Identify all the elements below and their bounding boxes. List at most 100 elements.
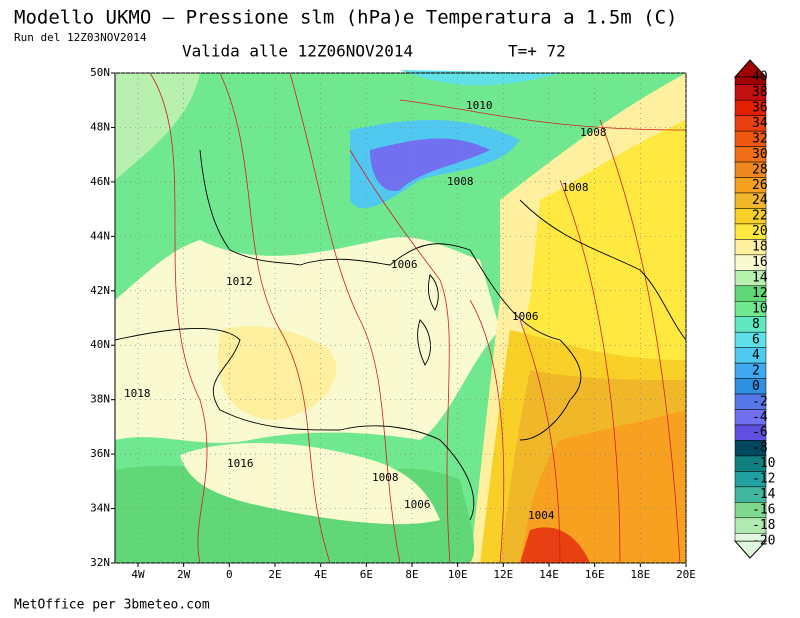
isobar-label: 1008 <box>562 181 589 194</box>
y-tick-label: 50N <box>90 66 110 79</box>
isobar-label: 1006 <box>404 498 431 511</box>
y-tick-label: 32N <box>90 556 110 569</box>
legend-label: 4 <box>752 348 760 363</box>
legend-label: 8 <box>752 317 760 332</box>
field-patch <box>520 527 590 563</box>
legend-label: 40 <box>752 70 768 85</box>
y-tick-label: 34N <box>90 502 110 515</box>
legend-label: 30 <box>752 147 768 162</box>
x-tick-label: 14E <box>539 568 559 581</box>
legend-label: -20 <box>752 534 775 549</box>
valid-label: Valida alle 12Z06NOV2014 <box>182 42 413 61</box>
x-tick-label: 20E <box>676 568 696 581</box>
isobar <box>289 72 401 564</box>
y-tick-label: 46N <box>90 175 110 188</box>
isobar-label: 1012 <box>226 275 253 288</box>
isobar-label: 1018 <box>124 387 151 400</box>
isobar-label: 1006 <box>512 310 539 323</box>
x-tick-label: 10E <box>448 568 468 581</box>
color-legend: 4038363432302826242220181614121086420-2-… <box>733 59 776 559</box>
field-patch <box>115 73 200 180</box>
legend-label: 32 <box>752 131 768 146</box>
isobar <box>559 179 621 564</box>
legend-label: 16 <box>752 255 768 270</box>
legend-label: 14 <box>752 271 768 286</box>
legend-label: -14 <box>752 487 776 502</box>
isobars <box>149 72 687 564</box>
x-tick-label: 8E <box>405 568 418 581</box>
legend-label: 2 <box>752 363 760 378</box>
map-field <box>115 70 686 563</box>
legend-swatch <box>734 362 767 379</box>
legend-label: 18 <box>752 240 768 255</box>
isobar <box>349 149 451 564</box>
isobar-label: 1016 <box>227 457 254 470</box>
isobar-label: 1008 <box>372 471 399 484</box>
legend-swatch <box>734 316 767 333</box>
step-label: T=+ 72 <box>508 42 566 61</box>
legend-label: -16 <box>752 503 775 518</box>
coastline <box>519 199 687 341</box>
run-label: Run del 12Z03NOV2014 <box>14 31 147 44</box>
legend-label: 26 <box>752 178 768 193</box>
legend-label: 22 <box>752 209 768 224</box>
axis-ticks: 4W 2W 0 2E 4E 6E 8E 10E 12E 14E 16E 18E 20E 50N 48N 46N… <box>90 66 696 581</box>
legend-label: -4 <box>752 410 768 425</box>
legend-label: 12 <box>752 286 768 301</box>
legend-label: 36 <box>752 100 768 115</box>
isobar-label: 1008 <box>447 175 474 188</box>
y-tick-label: 36N <box>90 447 110 460</box>
legend-label: 34 <box>752 116 768 131</box>
isobar-label: 1004 <box>528 509 555 522</box>
isobar <box>519 319 561 564</box>
isobar <box>599 119 681 564</box>
coastline <box>427 274 439 311</box>
isobar <box>149 72 208 564</box>
y-tick-label: 44N <box>90 229 110 242</box>
y-tick-label: 38N <box>90 393 110 406</box>
y-tick-label: 48N <box>90 120 110 133</box>
field-patch <box>180 443 440 525</box>
field-patch <box>520 410 686 563</box>
x-tick-label: 4W <box>131 568 145 581</box>
legend-swatch <box>734 533 767 542</box>
legend-swatch <box>734 378 767 395</box>
legend-label: 28 <box>752 162 768 177</box>
legend-swatch <box>734 331 767 348</box>
isobar <box>469 299 505 564</box>
x-tick-label: 4E <box>314 568 327 581</box>
coastlines <box>114 149 687 521</box>
coastline <box>114 328 475 521</box>
x-tick-label: 2E <box>268 568 281 581</box>
legend-label: 38 <box>752 85 768 100</box>
x-tick-label: 2W <box>177 568 191 581</box>
field-patch <box>370 138 490 191</box>
x-tick-label: 6E <box>360 568 373 581</box>
legend-label: 10 <box>752 302 768 317</box>
x-tick-label: 0 <box>226 568 233 581</box>
coastline <box>199 149 582 441</box>
y-tick-label: 40N <box>90 338 110 351</box>
title: Modello UKMO — Pressione slm (hPa)e Temp… <box>14 7 677 29</box>
legend-label: -6 <box>752 425 768 440</box>
coastline <box>417 319 431 366</box>
field-patch <box>400 70 560 86</box>
isobar-labels: 1010 1008 1008 1008 1006 1012 1006 1018 … <box>124 99 607 522</box>
isobar <box>219 72 331 564</box>
y-tick-label: 42N <box>90 284 110 297</box>
legend-label: 6 <box>752 332 760 347</box>
isobar-label: 1008 <box>580 126 607 139</box>
legend-label: 20 <box>752 224 768 239</box>
legend-label: -18 <box>752 518 775 533</box>
footer: MetOffice per 3bmeteo.com <box>14 598 210 613</box>
legend-label: -10 <box>752 456 775 471</box>
legend-label: -2 <box>752 394 768 409</box>
x-tick-label: 12E <box>493 568 513 581</box>
x-tick-label: 18E <box>630 568 650 581</box>
field-patch <box>218 326 337 420</box>
legend-label: -8 <box>752 441 768 456</box>
isobar <box>399 99 687 131</box>
isobar-label: 1010 <box>466 99 493 112</box>
legend-label: 24 <box>752 193 768 208</box>
